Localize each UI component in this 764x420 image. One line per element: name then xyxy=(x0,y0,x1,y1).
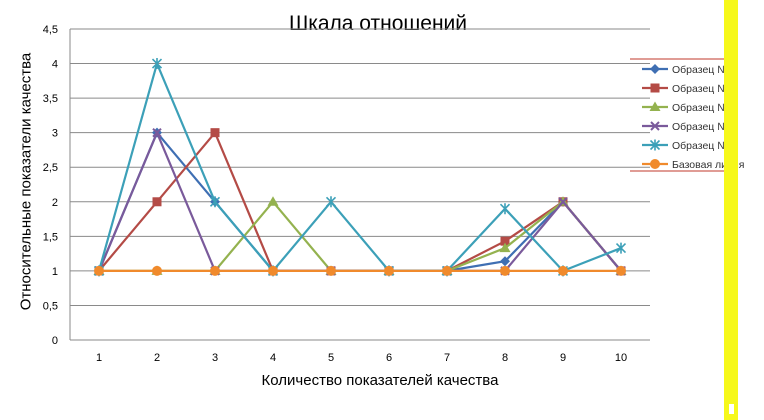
data-point xyxy=(268,265,278,276)
series-line xyxy=(97,60,622,273)
data-point xyxy=(558,197,568,207)
x-tick-label: 2 xyxy=(154,352,160,364)
legend-swatch-marker xyxy=(650,121,660,131)
x-tick-label: 10 xyxy=(615,352,627,364)
legend-item: Образец №5 xyxy=(642,139,734,152)
x-tick-label: 4 xyxy=(270,352,276,364)
legend-swatch-marker xyxy=(650,83,660,93)
x-tick-label: 9 xyxy=(560,352,566,364)
legend-item: Образец №3 xyxy=(642,101,734,114)
data-point xyxy=(152,127,162,138)
y-tick-label: 2 xyxy=(52,197,58,209)
legend-item: Образец №1 xyxy=(642,64,734,76)
data-point xyxy=(500,265,510,276)
y-tick-label: 3 xyxy=(52,128,58,140)
y-tick-label: 2,5 xyxy=(43,162,58,174)
x-tick-label: 8 xyxy=(502,352,508,364)
data-point xyxy=(94,265,104,276)
data-point xyxy=(152,197,162,207)
data-point xyxy=(442,265,452,276)
data-point xyxy=(210,128,220,138)
x-tick-label: 7 xyxy=(444,352,450,364)
y-tick-label: 3,5 xyxy=(43,93,58,105)
data-point xyxy=(326,265,336,276)
data-point xyxy=(500,236,510,246)
data-point xyxy=(209,196,221,208)
legend-swatch-marker xyxy=(649,101,661,111)
legend-label: Образец №2 xyxy=(672,83,734,95)
x-tick-label: 6 xyxy=(386,352,392,364)
legend-label: Образец №3 xyxy=(672,102,734,114)
data-point xyxy=(499,203,511,215)
legend-label: Образец №5 xyxy=(672,140,734,152)
series-6 xyxy=(94,265,626,276)
data-point xyxy=(616,265,626,276)
x-axis-title: Количество показателей качества xyxy=(261,372,499,389)
data-point xyxy=(384,265,394,276)
y-tick-label: 1,5 xyxy=(43,231,58,243)
data-point xyxy=(325,196,337,208)
legend: Образец №1 Образец №2 Образец №3 Образец №4… xyxy=(630,58,744,172)
data-point xyxy=(558,265,568,276)
y-tick-label: 0 xyxy=(52,335,58,347)
data-point xyxy=(500,256,510,267)
y-tick-label: 4 xyxy=(52,59,58,71)
data-point xyxy=(210,265,220,276)
data-point xyxy=(267,196,279,206)
legend-label: Образец №4 xyxy=(672,121,734,133)
highlight-strip xyxy=(724,0,738,420)
data-point xyxy=(615,242,627,254)
highlight-strip-gap xyxy=(729,404,734,414)
x-tick-label: 1 xyxy=(96,352,102,364)
data-point xyxy=(152,265,162,276)
data-point xyxy=(151,58,163,70)
data-point xyxy=(499,242,511,253)
y-tick-label: 1 xyxy=(52,266,58,278)
y-tick-label: 4,5 xyxy=(43,24,58,36)
legend-swatch-marker xyxy=(650,159,660,169)
legend-swatch-marker xyxy=(649,139,661,151)
legend-item: Образец №2 xyxy=(642,83,734,95)
x-tick-label: 3 xyxy=(212,352,218,364)
x-tick-label: 5 xyxy=(328,352,334,364)
legend-swatch-marker xyxy=(650,64,660,74)
legend-label: Образец №1 xyxy=(672,64,734,76)
legend-item: Образец №4 xyxy=(642,121,734,133)
y-tick-label: 0,5 xyxy=(43,300,58,312)
